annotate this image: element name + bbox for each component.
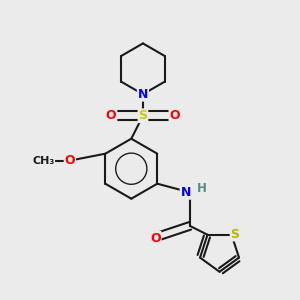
Text: N: N	[138, 88, 148, 101]
Text: S: S	[231, 227, 240, 241]
Text: N: N	[181, 186, 191, 199]
Text: O: O	[169, 109, 180, 122]
Text: O: O	[150, 232, 160, 245]
Text: O: O	[106, 109, 116, 122]
Text: O: O	[64, 154, 75, 167]
Text: H: H	[197, 182, 207, 195]
Text: S: S	[138, 109, 147, 122]
Text: CH₃: CH₃	[32, 156, 55, 166]
